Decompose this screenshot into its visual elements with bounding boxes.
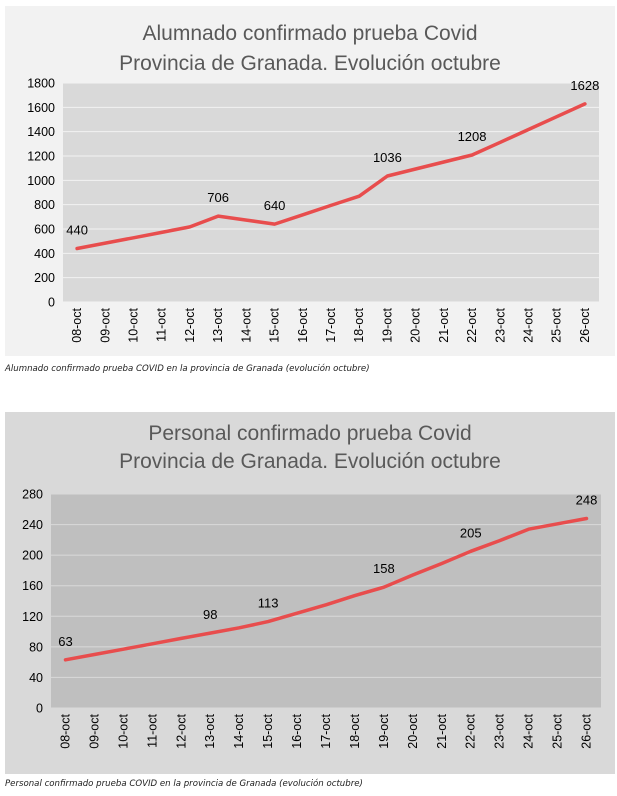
alumnado-y-tick-label: 1400 bbox=[27, 125, 55, 139]
alumnado-y-tick-label: 200 bbox=[34, 271, 55, 285]
alumnado-y-tick-label: 1200 bbox=[27, 150, 55, 164]
alumnado-x-tick-label: 21-oct bbox=[437, 307, 451, 342]
alumnado-x-tick-label: 14-oct bbox=[239, 307, 253, 342]
personal-x-tick-label: 09-oct bbox=[87, 713, 101, 748]
alumnado-x-tick-label: 16-oct bbox=[296, 307, 310, 342]
alumnado-chart: Alumnado confirmado prueba Covid Provinc… bbox=[5, 6, 615, 356]
alumnado-data-label: 640 bbox=[264, 198, 286, 213]
alumnado-y-tick-label: 1000 bbox=[27, 174, 55, 188]
alumnado-data-label: 1036 bbox=[373, 150, 402, 165]
personal-x-tick-label: 10-oct bbox=[116, 713, 130, 748]
alumnado-chart-title-line-1: Alumnado confirmado prueba Covid bbox=[142, 22, 477, 45]
personal-y-tick-label: 280 bbox=[22, 488, 43, 502]
alumnado-x-tick-label: 24-oct bbox=[521, 307, 535, 342]
alumnado-x-tick-label: 19-oct bbox=[380, 307, 394, 342]
alumnado-x-tick-label: 13-oct bbox=[211, 307, 225, 342]
alumnado-y-tick-label: 0 bbox=[48, 296, 55, 310]
personal-y-tick-label: 120 bbox=[22, 610, 43, 624]
alumnado-chart-caption: Alumnado confirmado prueba COVID en la p… bbox=[5, 364, 370, 374]
personal-data-label: 158 bbox=[373, 561, 395, 576]
personal-x-tick-label: 12-oct bbox=[174, 713, 188, 748]
personal-data-label: 248 bbox=[576, 492, 598, 507]
personal-chart-caption: Personal confirmado prueba COVID en la p… bbox=[5, 779, 363, 789]
personal-x-tick-label: 26-oct bbox=[580, 713, 594, 748]
alumnado-x-tick-label: 25-oct bbox=[550, 307, 564, 342]
alumnado-x-tick-label: 11-oct bbox=[155, 307, 169, 341]
alumnado-chart-svg: Alumnado confirmado prueba Covid Provinc… bbox=[27, 22, 599, 343]
personal-data-label: 113 bbox=[258, 596, 279, 611]
personal-y-tick-label: 200 bbox=[22, 549, 43, 563]
personal-y-tick-label: 160 bbox=[22, 579, 43, 593]
personal-x-tick-label: 15-oct bbox=[261, 713, 275, 748]
alumnado-data-label: 440 bbox=[66, 222, 88, 237]
personal-y-tick-label: 80 bbox=[29, 640, 43, 654]
alumnado-series-line bbox=[75, 102, 587, 251]
personal-chart: Personal confirmado prueba Covid Provinc… bbox=[5, 412, 615, 774]
personal-y-tick-label: 240 bbox=[22, 518, 43, 532]
personal-series-line bbox=[63, 516, 589, 662]
alumnado-x-tick-label: 12-oct bbox=[183, 307, 197, 342]
personal-x-tick-label: 11-oct bbox=[145, 713, 159, 747]
personal-x-tick-label: 16-oct bbox=[290, 713, 304, 748]
alumnado-data-label: 1628 bbox=[570, 78, 599, 93]
personal-x-tick-label: 08-oct bbox=[58, 713, 72, 748]
alumnado-x-tick-label: 18-oct bbox=[352, 307, 366, 342]
alumnado-chart-title-line-2: Provincia de Granada. Evolución octubre bbox=[119, 52, 501, 75]
personal-chart-svg: Personal confirmado prueba Covid Provinc… bbox=[22, 422, 601, 749]
personal-y-tick-label: 40 bbox=[29, 671, 43, 685]
alumnado-y-tick-label: 1600 bbox=[27, 101, 55, 115]
personal-plot-area bbox=[51, 494, 601, 708]
alumnado-y-tick-label: 800 bbox=[34, 198, 55, 212]
personal-x-tick-label: 20-oct bbox=[406, 713, 420, 748]
personal-chart-title-line-1: Personal confirmado prueba Covid bbox=[148, 422, 471, 445]
personal-x-tick-label: 19-oct bbox=[377, 713, 391, 748]
alumnado-plot-area bbox=[63, 83, 599, 302]
personal-x-tick-label: 23-oct bbox=[493, 713, 507, 748]
personal-x-tick-label: 13-oct bbox=[203, 713, 217, 748]
alumnado-data-label: 1208 bbox=[458, 129, 487, 144]
alumnado-x-tick-label: 08-oct bbox=[70, 307, 84, 342]
alumnado-x-tick-label: 20-oct bbox=[409, 307, 423, 342]
personal-x-tick-label: 14-oct bbox=[232, 713, 246, 748]
personal-y-tick-label: 0 bbox=[36, 702, 43, 716]
personal-data-label: 63 bbox=[58, 634, 72, 649]
alumnado-y-tick-label: 400 bbox=[34, 247, 55, 261]
personal-x-tick-label: 18-oct bbox=[348, 713, 362, 748]
alumnado-x-tick-label: 26-oct bbox=[578, 307, 592, 342]
personal-chart-title-line-2: Provincia de Granada. Evolución octubre bbox=[119, 450, 501, 473]
alumnado-x-tick-label: 15-oct bbox=[268, 307, 282, 342]
alumnado-x-tick-label: 10-oct bbox=[127, 307, 141, 342]
personal-x-tick-label: 21-oct bbox=[435, 713, 449, 748]
personal-x-tick-label: 17-oct bbox=[319, 713, 333, 748]
alumnado-data-label: 706 bbox=[207, 190, 229, 205]
personal-x-tick-label: 22-oct bbox=[464, 713, 478, 748]
alumnado-x-tick-label: 22-oct bbox=[465, 307, 479, 342]
alumnado-x-tick-label: 17-oct bbox=[324, 307, 338, 342]
personal-data-label: 205 bbox=[460, 525, 482, 540]
alumnado-x-tick-label: 09-oct bbox=[98, 307, 112, 342]
alumnado-y-tick-label: 600 bbox=[34, 223, 55, 237]
personal-data-label: 98 bbox=[203, 607, 217, 622]
personal-x-tick-label: 25-oct bbox=[551, 713, 565, 748]
personal-x-tick-label: 24-oct bbox=[522, 713, 536, 748]
alumnado-x-tick-label: 23-oct bbox=[493, 307, 507, 342]
alumnado-y-tick-label: 1800 bbox=[27, 77, 55, 91]
